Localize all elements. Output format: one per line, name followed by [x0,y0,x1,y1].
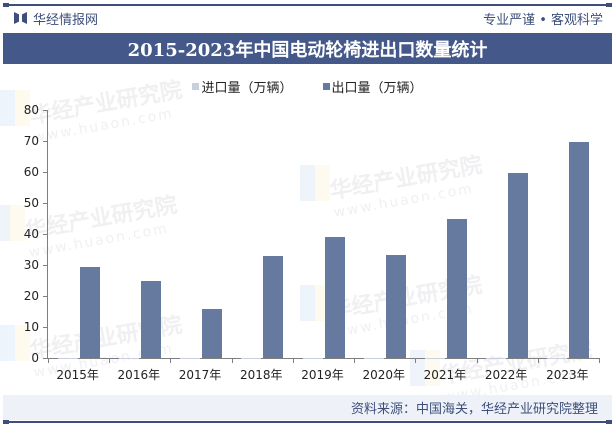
export-bar [202,309,223,358]
y-tick-label: 10 [23,320,39,334]
y-tick-label: 60 [23,165,39,179]
y-tick-label: 30 [23,258,39,272]
x-tick [599,358,600,363]
x-tick [476,358,478,363]
x-tick-label: 2016年 [117,368,161,382]
x-tick-label: 2015年 [56,368,99,382]
export-bar [385,255,406,358]
top-border [3,3,612,7]
export-bar [140,281,161,358]
export-bar [263,256,284,358]
x-tick [231,358,233,363]
x-tick [415,358,417,363]
x-tick [48,358,49,363]
chart-title: 2015-2023年中国电动轮椅进出口数量统计 [3,33,612,64]
y-tick-label: 80 [23,103,39,117]
brand-name: 华经情报网 [33,12,99,28]
book-logo-icon [14,12,27,24]
y-tick [43,265,48,266]
y-tick [43,358,48,359]
legend-item-export: 出口量（万辆） [322,77,423,96]
y-tick [43,141,48,142]
export-bar [508,172,529,358]
x-tick-label: 2022年 [484,368,528,382]
plot-area [43,110,600,363]
y-tick [43,296,48,297]
y-tick-label: 50 [23,196,39,210]
x-tick [109,358,111,363]
y-tick [43,172,48,173]
export-bar [324,237,345,358]
source-note: 资料来源：中国海关，华经产业研究院整理 [3,395,612,420]
y-tick [43,327,48,328]
bottom-border [3,420,612,424]
export-bar [446,219,467,358]
x-tick-label: 2019年 [301,368,344,382]
export-bar [569,141,590,358]
legend: 进口量（万辆） 出口量（万辆） [0,77,615,96]
y-tick [43,234,48,235]
y-tick [43,203,48,204]
legend-label: 出口量（万辆） [331,81,423,96]
y-tick-label: 20 [23,289,39,303]
export-bar [79,267,100,358]
x-tick-label: 2023年 [546,368,589,382]
x-tick-label: 2021年 [423,368,467,382]
export-swatch-icon [322,83,330,90]
x-tick-label: 2020年 [362,368,405,382]
x-tick [292,358,294,363]
source-text: 资料来源：中国海关，华经产业研究院整理 [350,402,598,417]
slogan: 专业严谨 • 客观科学 [483,13,603,28]
x-tick-label: 2017年 [178,368,222,382]
legend-label: 进口量（万辆） [201,81,293,96]
y-tick [43,110,48,111]
y-tick-label: 40 [23,227,39,241]
brand: 华经情报网 [14,9,99,28]
x-tick-label: 2018年 [239,368,283,382]
legend-item-import: 进口量（万辆） [192,77,293,96]
x-tick [170,358,172,363]
y-tick-label: 70 [23,134,39,148]
x-tick [537,358,539,363]
y-tick-label: 0 [31,351,39,365]
x-tick [354,358,356,363]
import-swatch-icon [192,83,200,90]
